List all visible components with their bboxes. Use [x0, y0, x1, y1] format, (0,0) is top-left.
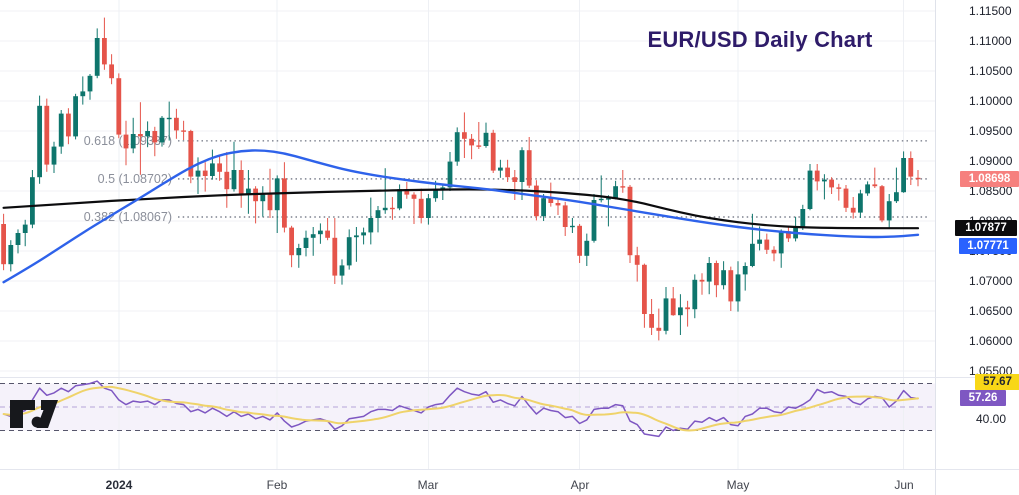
time-tick-label: Feb — [266, 478, 288, 492]
time-tick-label: Apr — [570, 478, 590, 492]
price-tick-label: 1.09000 — [969, 154, 1013, 168]
time-tick-label: Jun — [894, 478, 914, 492]
price-pane[interactable]: 0.618 (1.09337) 0.5 (1.08702) 0.382 (1.080… — [0, 0, 935, 378]
price-badge: 1.07877 — [955, 220, 1017, 236]
rsi-tick-label: 40.00 — [976, 411, 1007, 426]
rsi-badge: 57.26 — [960, 390, 1006, 406]
svg-text:0.382 (1.08067): 0.382 (1.08067) — [84, 210, 172, 224]
rsi-badge: 57.67 — [975, 374, 1019, 390]
price-tick-label: 1.07000 — [969, 274, 1013, 288]
price-axis[interactable]: 1.11500 1.11000 1.10500 1.10000 1.09500 1.090… — [935, 0, 1019, 378]
svg-text:0.5 (1.08702): 0.5 (1.08702) — [98, 172, 172, 186]
time-tick-label: May — [726, 478, 750, 492]
price-tick-label: 1.10500 — [969, 64, 1013, 78]
time-axis-corner — [935, 470, 1019, 495]
time-tick-label: Mar — [417, 478, 439, 492]
price-tick-label: 1.06500 — [969, 304, 1013, 318]
time-axis[interactable]: 2024 Feb Mar Apr May Jun — [0, 470, 1019, 495]
price-badge: 1.08698 — [960, 171, 1019, 187]
tradingview-logo-icon — [10, 400, 58, 428]
time-tick-label: 2024 — [105, 478, 133, 492]
price-tick-label: 1.09500 — [969, 124, 1013, 138]
candlestick-chart[interactable]: 0.618 (1.09337)0.5 (1.08702)0.382 (1.080… — [0, 0, 935, 377]
rsi-pane[interactable] — [0, 378, 935, 470]
price-tick-label: 1.11000 — [969, 34, 1012, 48]
price-tick-label: 1.08500 — [969, 184, 1013, 198]
page-title: EUR/USD Daily Chart — [647, 27, 873, 52]
rsi-indicator-chart[interactable] — [0, 378, 935, 469]
rsi-axis[interactable]: 57.67 57.26 40.00 — [935, 374, 1019, 470]
price-badge: 1.07771 — [959, 238, 1017, 254]
price-tick-label: 1.11500 — [969, 4, 1012, 18]
price-tick-label: 1.06000 — [969, 334, 1013, 348]
price-tick-label: 1.10000 — [969, 94, 1013, 108]
